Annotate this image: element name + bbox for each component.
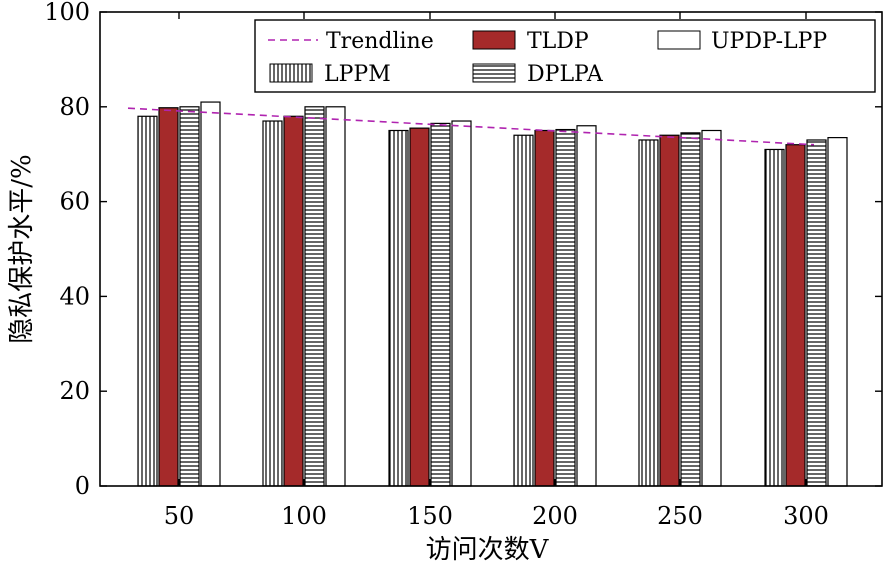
y-tick-label-80: 80	[59, 93, 90, 121]
bar-dplpa-150	[430, 122, 451, 487]
legend-label-dplpa: DPLPA	[527, 62, 604, 87]
bar-dplpa-300	[806, 139, 827, 487]
x-tick-label-150: 150	[407, 502, 453, 530]
legend-label-updp-lpp: UPDP-LPP	[711, 29, 827, 54]
bar-updp-lpp-300	[827, 137, 848, 487]
bar-tldp-150	[409, 127, 430, 487]
y-tick-label-20: 20	[59, 377, 90, 405]
y-tick-label-100: 100	[44, 0, 90, 26]
bar-tldp-250	[659, 134, 680, 487]
bar-dplpa-200	[555, 128, 576, 487]
bar-lppm-200	[513, 134, 534, 487]
bars-layer	[137, 101, 848, 487]
y-tick-label-60: 60	[59, 188, 90, 216]
legend-label-tldp: TLDP	[527, 29, 589, 54]
legend-dplpa-swatch	[472, 63, 516, 83]
y-tick-label-40: 40	[59, 282, 90, 310]
legend-label-lppm: LPPM	[324, 62, 391, 87]
bar-dplpa-250	[680, 132, 701, 487]
bar-updp-lpp-200	[576, 125, 597, 487]
y-axis: 0 20 40 60 80 100	[44, 0, 882, 500]
bar-lppm-300	[764, 148, 785, 487]
bar-lppm-250	[638, 139, 659, 487]
bar-updp-lpp-100	[325, 106, 346, 487]
trendline	[127, 107, 815, 146]
bar-lppm-100	[262, 120, 283, 487]
bar-updp-lpp-250	[701, 129, 722, 487]
y-tick-label-0: 0	[75, 472, 90, 500]
bar-tldp-100	[283, 115, 304, 487]
bar-updp-lpp-150	[451, 120, 472, 487]
legend-lppm-swatch	[269, 63, 313, 83]
trendline-layer	[127, 107, 815, 146]
x-tick-label-100: 100	[281, 502, 327, 530]
legend: Trendline TLDP UPDP-LPP LPPM DPLPA	[254, 19, 876, 93]
bar-tldp-200	[534, 129, 555, 487]
x-tick-label-50: 50	[164, 502, 195, 530]
bar-tldp-50	[158, 107, 179, 487]
legend-label-trendline: Trendline	[326, 29, 434, 54]
bar-lppm-50	[137, 115, 158, 487]
legend-box	[254, 19, 876, 93]
x-axis: 50 100 150 200 250 300	[164, 12, 829, 530]
bar-dplpa-50	[179, 106, 200, 487]
legend-tldp-swatch	[472, 30, 516, 50]
y-axis-title: 隐私保护水平/%	[7, 154, 37, 343]
bar-updp-lpp-50	[200, 101, 221, 487]
x-tick-label-250: 250	[657, 502, 703, 530]
x-tick-label-200: 200	[532, 502, 578, 530]
plot-frame	[99, 11, 883, 487]
x-axis-title: 访问次数V	[426, 535, 550, 565]
legend-updp-lpp-swatch	[657, 30, 701, 50]
x-tick-label-300: 300	[783, 502, 829, 530]
bar-tldp-300	[785, 144, 806, 487]
bar-lppm-150	[388, 129, 409, 487]
bar-dplpa-100	[304, 106, 325, 487]
